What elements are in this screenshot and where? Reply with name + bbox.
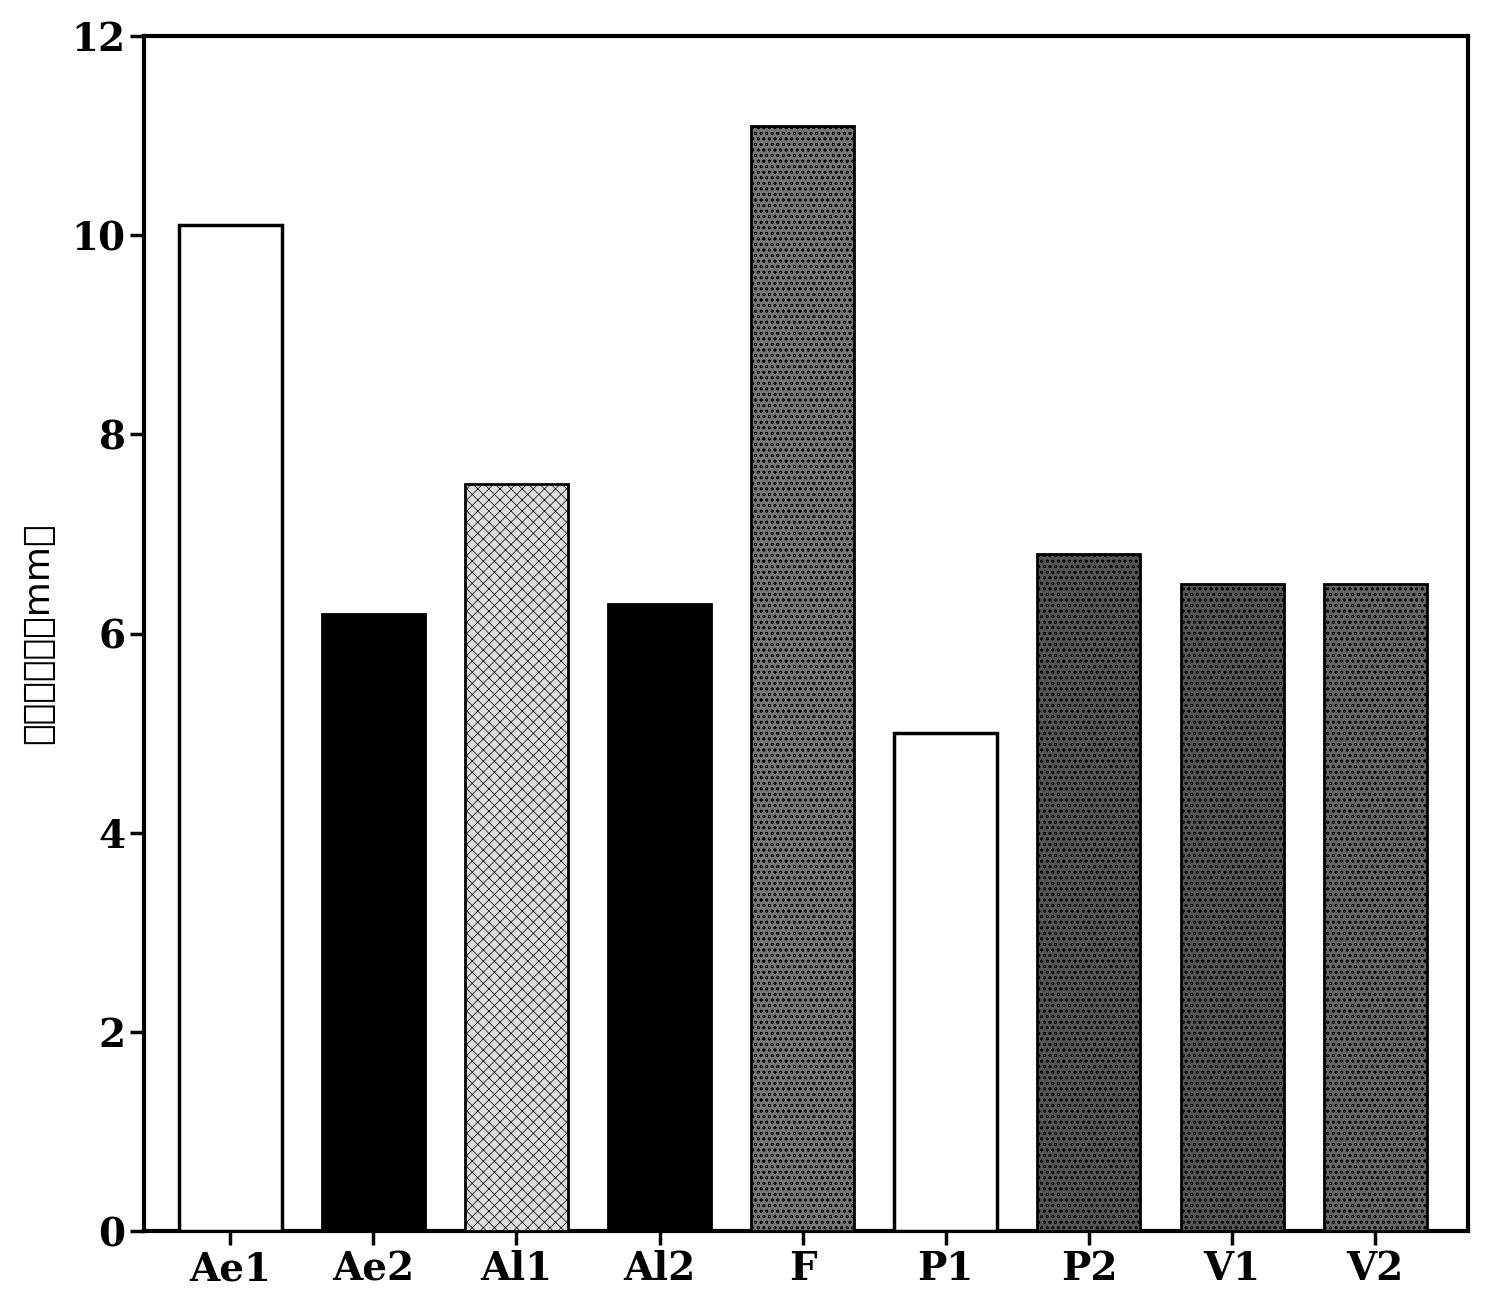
Bar bbox=[465, 484, 567, 1232]
Bar bbox=[1181, 584, 1284, 1232]
Bar bbox=[322, 614, 424, 1232]
Bar bbox=[1324, 584, 1426, 1232]
Bar bbox=[179, 225, 281, 1232]
Bar bbox=[895, 733, 998, 1232]
Y-axis label: 抑菌圈以半径mm计: 抑菌圈以半径mm计 bbox=[21, 522, 55, 745]
Bar bbox=[1038, 554, 1141, 1232]
Bar bbox=[750, 126, 855, 1232]
Bar bbox=[608, 603, 712, 1232]
